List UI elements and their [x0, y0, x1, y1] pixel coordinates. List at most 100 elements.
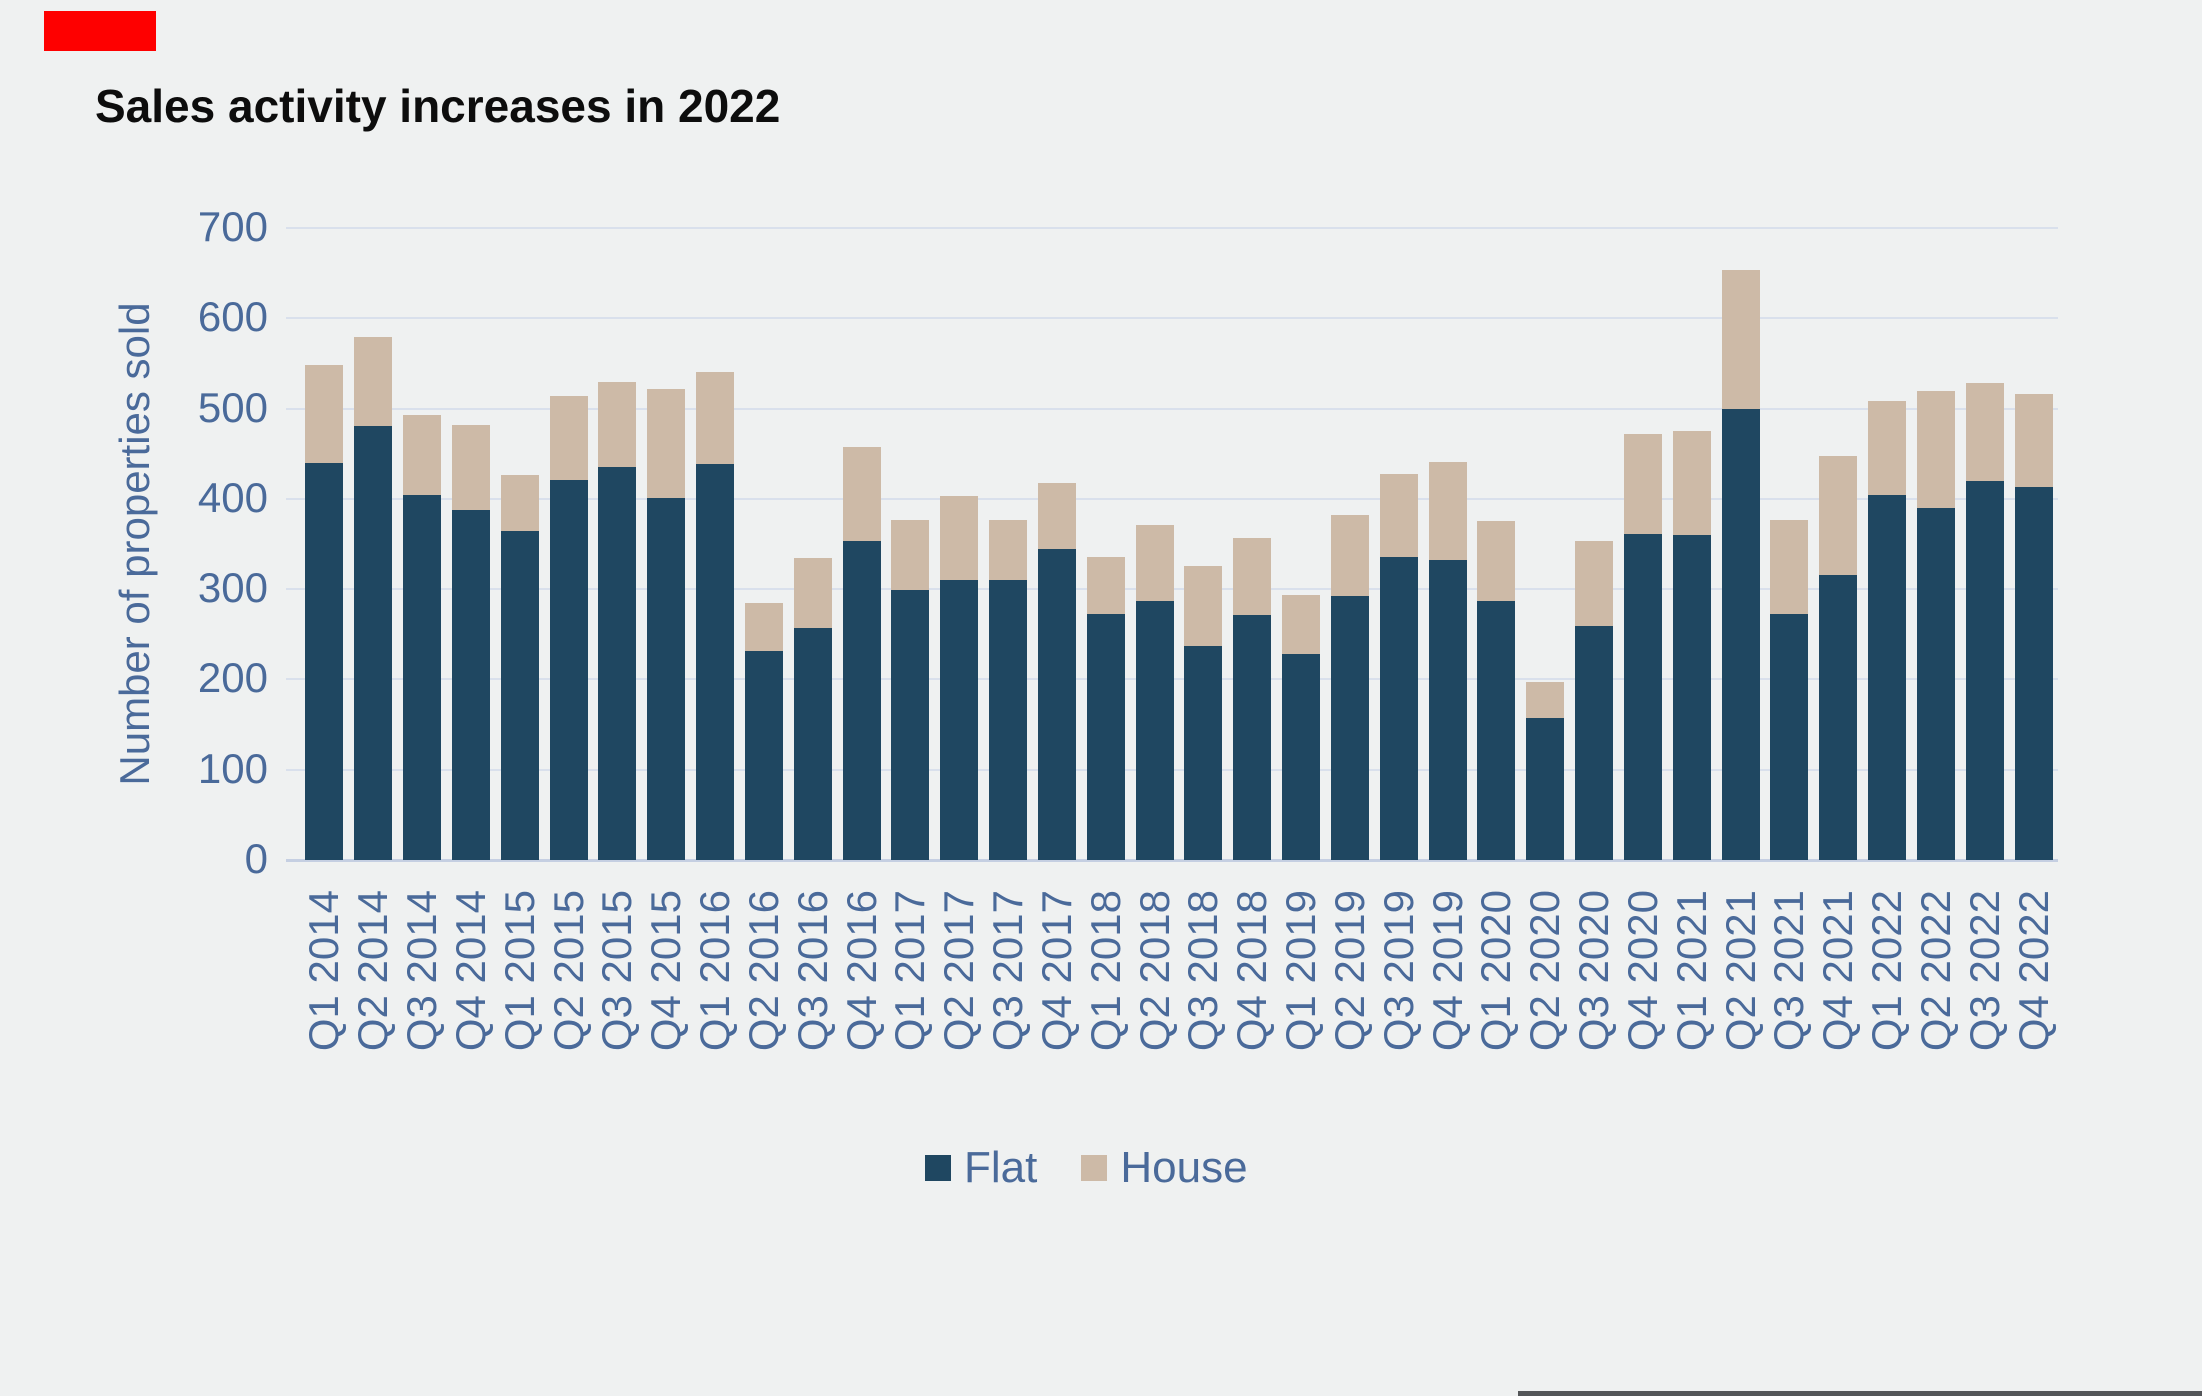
- segment-house: [549, 395, 588, 480]
- segment-flat: [1233, 615, 1272, 860]
- bar-q3-2020: [1575, 541, 1614, 860]
- gridline-600: [286, 317, 2058, 320]
- bar-q1-2014: [305, 365, 344, 860]
- segment-flat: [842, 541, 881, 860]
- segment-flat: [1721, 409, 1760, 860]
- x-tick-label-q1-2022: Q1 2022: [1863, 890, 1911, 1052]
- x-tick-label-q1-2021: Q1 2021: [1667, 890, 1715, 1052]
- segment-flat: [1623, 534, 1662, 860]
- bar-q1-2021: [1672, 431, 1711, 860]
- y-tick-label-700: 700: [197, 203, 268, 250]
- segment-house: [2014, 394, 2053, 488]
- segment-house: [1233, 537, 1272, 616]
- footer-strip: [1518, 1391, 2202, 1396]
- segment-flat: [1330, 596, 1369, 860]
- y-tick-label-500: 500: [197, 383, 268, 431]
- segment-house: [891, 519, 930, 591]
- legend: Flat House: [925, 1143, 1248, 1193]
- segment-flat: [1916, 507, 1955, 860]
- segment-house: [500, 475, 539, 532]
- segment-house: [1965, 383, 2004, 481]
- bar-q4-2017: [1037, 482, 1076, 860]
- x-tick-label-q1-2017: Q1 2017: [886, 890, 934, 1052]
- segment-house: [403, 414, 442, 496]
- bar-q4-2018: [1233, 537, 1272, 860]
- bar-q1-2022: [1868, 401, 1907, 860]
- segment-house: [647, 388, 686, 498]
- x-tick-label-q2-2014: Q2 2014: [349, 890, 397, 1052]
- segment-flat: [1477, 600, 1516, 860]
- bar-q4-2020: [1623, 433, 1662, 860]
- segment-house: [793, 558, 832, 628]
- x-tick-label-q2-2022: Q2 2022: [1911, 890, 1959, 1052]
- x-tick-label-q1-2016: Q1 2016: [691, 890, 739, 1052]
- segment-flat: [1282, 654, 1321, 860]
- segment-flat: [1770, 614, 1809, 860]
- bar-q4-2014: [451, 424, 490, 860]
- legend-swatch-house: [1081, 1155, 1108, 1181]
- x-tick-label-q2-2019: Q2 2019: [1325, 890, 1373, 1052]
- segment-house: [696, 372, 735, 464]
- segment-house: [354, 337, 393, 426]
- bar-q3-2016: [793, 558, 832, 860]
- y-tick-label-200: 200: [197, 654, 268, 702]
- segment-house: [1916, 390, 1955, 508]
- y-axis-title: Number of properties sold: [111, 302, 158, 786]
- x-tick-label-q1-2014: Q1 2014: [300, 890, 348, 1052]
- segment-flat: [1086, 614, 1125, 860]
- segment-flat: [1868, 495, 1907, 860]
- x-axis-line: [286, 859, 2058, 862]
- segment-house: [1037, 482, 1076, 550]
- x-tick-label-q2-2016: Q2 2016: [739, 890, 787, 1052]
- x-tick-label-q3-2014: Q3 2014: [398, 890, 446, 1052]
- bar-q4-2022: [2014, 394, 2053, 860]
- gridline-500: [286, 407, 2058, 410]
- segment-house: [1868, 401, 1907, 496]
- bar-q3-2018: [1184, 565, 1223, 860]
- segment-house: [305, 365, 344, 463]
- segment-house: [1282, 595, 1321, 655]
- x-tick-label-q3-2020: Q3 2020: [1570, 890, 1618, 1052]
- segment-house: [1623, 433, 1662, 535]
- segment-flat: [1135, 600, 1174, 860]
- segment-flat: [2014, 487, 2053, 860]
- bar-q3-2019: [1379, 474, 1418, 860]
- segment-flat: [1184, 646, 1223, 860]
- segment-flat: [744, 650, 783, 860]
- bar-q1-2017: [891, 519, 930, 860]
- x-tick-label-q3-2018: Q3 2018: [1179, 890, 1227, 1052]
- segment-flat: [940, 580, 979, 860]
- segment-flat: [451, 509, 490, 860]
- segment-flat: [1526, 718, 1565, 860]
- segment-flat: [1037, 549, 1076, 860]
- chart-title: Sales activity increases in 2022: [95, 79, 781, 132]
- segment-flat: [891, 590, 930, 860]
- x-tick-label-q2-2021: Q2 2021: [1716, 890, 1764, 1052]
- segment-house: [1526, 682, 1565, 719]
- x-tick-label-q4-2017: Q4 2017: [1032, 890, 1080, 1052]
- segment-flat: [1965, 480, 2004, 860]
- bar-q3-2014: [403, 414, 442, 860]
- bar-q3-2021: [1770, 519, 1809, 860]
- bar-q1-2016: [696, 372, 735, 860]
- segment-house: [1770, 519, 1809, 615]
- bar-q2-2015: [549, 395, 588, 860]
- legend-item-flat: Flat: [925, 1143, 1037, 1193]
- segment-flat: [1575, 626, 1614, 860]
- segment-house: [744, 602, 783, 651]
- gridline-700: [286, 227, 2058, 229]
- bar-q2-2018: [1135, 525, 1174, 860]
- bar-q4-2016: [842, 447, 881, 860]
- bar-q2-2017: [940, 496, 979, 860]
- bar-q4-2019: [1428, 461, 1467, 860]
- bar-q1-2019: [1282, 595, 1321, 860]
- segment-flat: [793, 627, 832, 860]
- segment-flat: [647, 497, 686, 860]
- segment-flat: [1819, 574, 1858, 860]
- x-tick-label-q3-2015: Q3 2015: [593, 890, 641, 1052]
- segment-house: [989, 519, 1028, 581]
- segment-house: [598, 382, 637, 468]
- y-tick-label-0: 0: [244, 835, 268, 882]
- legend-swatch-flat: [925, 1155, 951, 1181]
